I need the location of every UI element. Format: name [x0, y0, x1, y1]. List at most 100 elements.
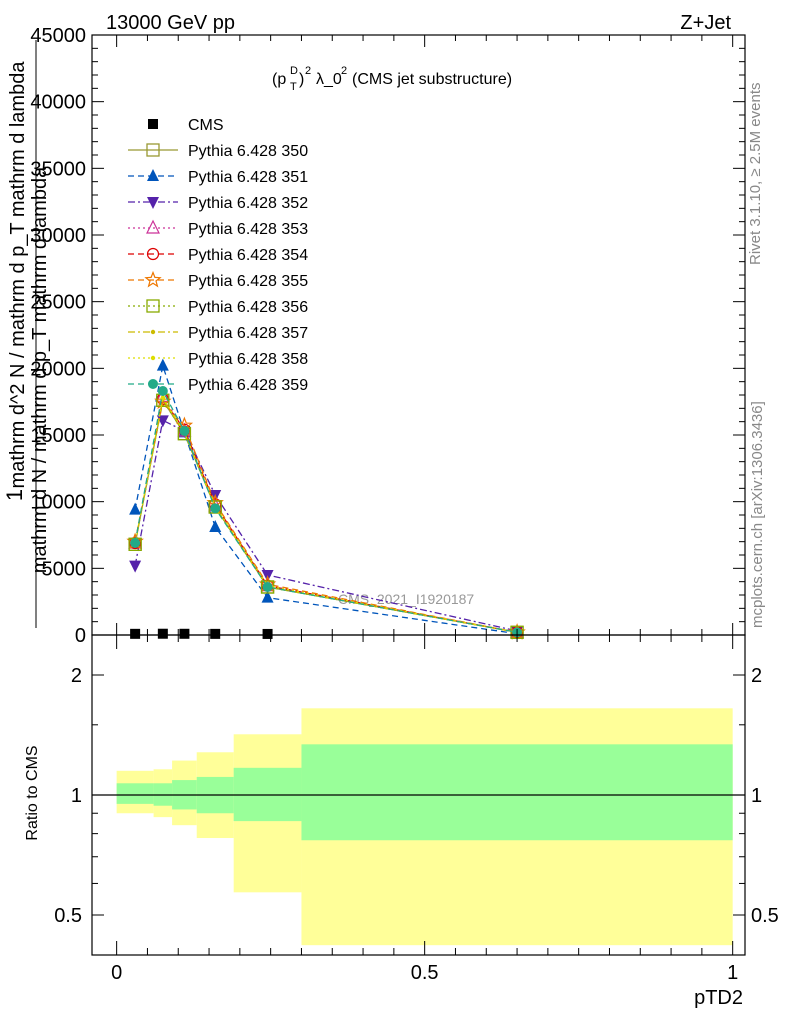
legend-entry-2: Pythia 6.428 351 — [128, 169, 308, 186]
legend-marker — [146, 219, 160, 234]
inner-band-bin — [116, 783, 154, 804]
series-line — [134, 419, 518, 632]
y-tick-label: 45000 — [30, 25, 86, 47]
analysis-watermark: CMS_2021_I1920187 — [338, 591, 474, 607]
cms-data — [130, 628, 273, 639]
legend-marker — [150, 355, 156, 361]
legend-entry-7: Pythia 6.428 356 — [128, 299, 308, 316]
legend-label: Pythia 6.428 356 — [188, 299, 308, 316]
series-point — [157, 386, 168, 396]
legend-marker — [144, 270, 162, 288]
y-tick-label: 20000 — [30, 358, 86, 380]
legend-marker — [148, 119, 158, 129]
legend-label: Pythia 6.428 353 — [188, 221, 308, 238]
series-point — [261, 590, 274, 603]
legend-label: Pythia 6.428 359 — [188, 377, 308, 394]
x-axis-label: pTD2 — [694, 987, 743, 1009]
x-tick-label: 0 — [111, 962, 122, 984]
legend: CMS Pythia 6.428 350 Pythia 6.428 351 Pythi… — [128, 117, 308, 394]
cms-data-point — [157, 628, 168, 639]
y-tick-label: 10000 — [30, 492, 86, 514]
cms-data-point — [179, 628, 190, 639]
ylabel-denominator: mathrm d N / mathrm d p_T mathrm d lambd… — [29, 166, 51, 573]
legend-marker — [146, 299, 160, 313]
svg-text:(CMS jet substructure): (CMS jet substructure) — [352, 71, 512, 88]
main-ylabel: 1 mathrm d N / mathrm d p_T mathrm d lam… — [2, 40, 51, 628]
legend-marker — [150, 329, 156, 335]
y-tick-label: 15000 — [30, 425, 86, 447]
ratio-y-tick-label-right: 1 — [751, 785, 762, 807]
svg-text:(p: (p — [272, 71, 286, 88]
y-tick-label: 5000 — [42, 558, 87, 580]
main-axes: 0 5000 10000 15000 20000 25000 30000 35000 40000… — [30, 25, 746, 647]
ratio-y-tick-label: 2 — [71, 665, 82, 687]
svg-text:2: 2 — [305, 65, 311, 77]
svg-text:D: D — [290, 65, 298, 77]
ratio-y-tick-label-right: 0.5 — [751, 905, 779, 927]
svg-text:): ) — [299, 71, 304, 88]
ratio-y-tick-label: 1 — [71, 785, 82, 807]
inner-band-bin — [301, 744, 733, 841]
legend-label: CMS — [188, 117, 224, 134]
cms-data-point — [210, 628, 221, 639]
svg-text:λ_0: λ_0 — [316, 71, 342, 88]
x-tick-label: 0.5 — [411, 962, 439, 984]
legend-label: Pythia 6.428 352 — [188, 195, 308, 212]
legend-entry-3: Pythia 6.428 352 — [128, 195, 308, 212]
ratio-y-tick-label-right: 2 — [751, 665, 762, 687]
legend-entry-cms: CMS — [148, 117, 224, 134]
legend-entry-4: Pythia 6.428 353 — [128, 219, 308, 238]
header-right: Z+Jet — [680, 12, 731, 34]
series-point — [262, 582, 273, 592]
series-point — [130, 538, 141, 548]
legend-label: Pythia 6.428 351 — [188, 169, 308, 186]
series-point — [210, 503, 221, 514]
x-tick-label: 1 — [727, 962, 738, 984]
series-line — [134, 389, 518, 633]
cms-data-point — [262, 628, 273, 639]
ylabel-numerator: mathrm d^2 N / mathrm d p_T mathrm d lam… — [7, 61, 29, 489]
series-point — [209, 520, 222, 532]
rivet-label: Rivet 3.1.10, ≥ 2.5M events — [747, 83, 764, 266]
series-point — [129, 560, 142, 573]
mcplots-label: mcplots.cern.ch [arXiv:1306.3436] — [749, 401, 766, 628]
ratio-ylabel: Ratio to CMS — [24, 745, 41, 840]
legend-marker — [146, 247, 160, 261]
legend-marker — [146, 143, 160, 157]
y-tick-label: 35000 — [30, 158, 86, 180]
ratio-bands — [92, 708, 745, 946]
y-tick-label: 25000 — [30, 292, 86, 314]
y-tick-label: 40000 — [30, 92, 86, 114]
ratio-axes: 0.5 0.5 1 1 2 2 0 0.5 1 — [54, 634, 779, 984]
legend-entry-1: Pythia 6.428 350 — [128, 143, 308, 160]
legend-entry-9: Pythia 6.428 358 — [128, 351, 308, 368]
legend-entry-8: Pythia 6.428 357 — [128, 325, 308, 342]
series-10 — [130, 386, 523, 638]
legend-entry-10: Pythia 6.428 359 — [128, 377, 308, 394]
series-point — [160, 395, 166, 400]
series-point — [156, 358, 169, 371]
svg-text:T: T — [290, 81, 297, 93]
legend-label: Pythia 6.428 357 — [188, 325, 308, 342]
series-point — [129, 502, 142, 515]
legend-label: Pythia 6.428 350 — [188, 143, 308, 160]
legend-marker — [147, 197, 159, 209]
legend-marker — [148, 379, 158, 389]
plot-title: (p T D ) 2 λ_0 2 (CMS jet substructure) — [272, 65, 512, 93]
legend-label: Pythia 6.428 358 — [188, 351, 308, 368]
legend-entry-6: Pythia 6.428 355 — [128, 270, 308, 290]
legend-label: Pythia 6.428 354 — [188, 247, 308, 264]
ratio-y-tick-label: 0.5 — [54, 905, 82, 927]
legend-label: Pythia 6.428 355 — [188, 273, 308, 290]
header-left: 13000 GeV pp — [106, 12, 235, 34]
svg-text:2: 2 — [341, 65, 347, 77]
legend-entry-5: Pythia 6.428 354 — [128, 247, 308, 264]
ylabel-one: 1 — [2, 489, 27, 501]
legend-marker — [147, 169, 159, 181]
series-point — [179, 426, 190, 436]
y-tick-label: 0 — [75, 625, 86, 647]
main-series — [126, 358, 526, 640]
y-tick-label: 30000 — [30, 225, 86, 247]
cms-data-point — [130, 628, 141, 639]
